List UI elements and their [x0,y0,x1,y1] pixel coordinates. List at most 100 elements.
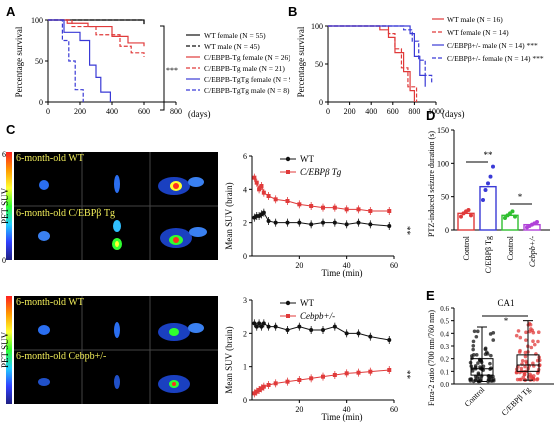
panel-c-bottom-point [285,379,290,384]
panel-c-bottom-point [387,368,392,372]
panel-c-top-point [261,190,266,195]
panel-c-top-legend-marker [285,156,291,162]
panel-e-point [491,378,496,383]
panel-c-bottom-point [332,373,337,377]
panel-d-category-label: Cebpb+/- [528,236,537,268]
panel-d-category-label: Control [462,235,471,260]
panel-label-e: E [426,288,435,303]
panel-a-significance-bracket [160,25,165,111]
panel-d-bar [479,185,497,231]
panel-e-point [529,345,534,350]
panel-c-top-point [266,219,271,223]
panel-e-point [479,358,484,363]
panel-e-ytick-label: 0.6 [440,305,449,313]
panel-c-bottom-point [259,386,264,391]
panel-c-bottom-point [356,370,361,375]
panel-e-point [528,372,532,377]
panel-c-top-point [356,207,361,212]
panel-b-ytick-label: 100 [311,22,323,31]
panel-b-legend-label: C/EBPβ+/- female (N = 14) *** [447,54,544,63]
panel-a-significance: *** [166,66,178,75]
panel-e-point [529,327,533,331]
panel-e-point [531,361,535,366]
panel-b-series-line [328,25,418,102]
panel-d-bar [501,214,519,231]
panel-e-point [471,379,476,384]
panel-a-ytick-label: 0 [39,98,43,107]
panel-c-top-ytick-label: 2 [243,219,247,228]
panel-e-point [524,330,528,335]
panel-e-point [531,339,535,344]
panel-a-xtick-label: 600 [138,107,150,116]
panel-b-ytick-label: 0 [319,98,323,107]
panel-e-point [488,361,492,366]
panel-a-xtick-label: 0 [46,107,50,116]
panel-c-top-point [285,220,290,225]
panel-c-top-point [387,209,392,213]
panel-c-bottom-point [344,331,349,336]
panel-a-series-line [48,19,145,57]
panel-b-legend-label: C/EBPβ+/- male (N = 14) *** [447,41,538,50]
panel-c-top-point [297,202,302,207]
panel-e-point [474,334,479,339]
panel-c-bottom-ytick-label: 3 [243,296,247,305]
panel-a-xunit: (days) [188,109,211,119]
panel-c-bottom-point [254,389,259,394]
panel-c-top-point [332,205,337,210]
panel-c-top-point [254,180,259,185]
panel-a-legend-label: WT female (N = 55) [204,31,266,40]
panel-c-top-xtick-label: 40 [343,261,351,270]
panel-a-series-line [48,19,84,102]
panel-c-bottom-xtick-label: 20 [295,405,303,414]
panel-c-bottom-chart: 0 1 2 3 20 40 60 Mean SUV (brain) Time (min) *… [224,296,412,422]
panel-e-point [472,329,477,334]
panel-d-point [481,198,485,202]
panel-c-bottom-legend-label: WT [300,298,314,308]
panel-a-ytick-label: 100 [31,16,43,25]
panel-c-bottom-point [261,384,266,389]
panel-e-chart: 0.0 0.1 0.2 0.3 0.4 0.5 0.6 Control C/EBPβ Tg CA… [427,298,554,418]
panel-e-point [468,377,472,382]
panel-d-ytick-label: 100 [437,159,449,168]
panel-a-xtick-label: 200 [74,107,86,116]
panel-a-legend-label: C/EBPB-TgTg male (N = 8) [204,86,290,95]
panel-e-point [523,354,528,359]
panel-e-point [471,347,475,352]
panel-d-significance-2: * [518,192,523,202]
panel-e-point [523,350,528,355]
panel-c-top-ylabel: Mean SUV (brain) [224,182,234,249]
panel-c-top-point [309,222,314,227]
panel-c-bottom-point [309,328,314,332]
pet-image-block-bottom [14,296,218,404]
panel-e-point [535,371,540,375]
panel-e-point [536,330,541,335]
panel-c-bottom-point [257,388,262,392]
panel-c-bottom-point [254,324,259,329]
panel-c-bottom-point [261,321,266,326]
panel-c-bottom-point [252,391,257,396]
panel-e-point [475,329,480,334]
panel-c-top-point [261,210,266,215]
panel-c-top-xlabel: Time (min) [322,268,363,278]
panel-c-top-legend-label: WT [300,154,314,164]
panel-d-point [491,164,495,169]
panel-c-bottom-point [266,383,271,387]
panel-c-bottom-point [321,328,325,332]
panel-d-chart: 0 50 100 150 Control C/EBPβ Tg Control Cebpb+/-… [427,126,550,273]
panel-a-series-line [48,19,111,102]
pet-colorscale-top [6,152,12,260]
panel-e-ytick-label: 0.1 [440,368,449,376]
panel-e-box [516,354,540,372]
panel-c-top-point [273,220,278,225]
panel-a-legend-label: C/EBPB-Tg male (N = 21) [204,64,285,73]
panel-c-bottom-point [273,324,278,329]
panel-e-point [536,339,540,344]
panel-e-point [535,377,540,381]
panel-c-bottom-point [344,371,349,376]
panel-c-top-point [252,175,257,180]
panel-c-top-point [344,207,349,212]
panel-a-ylabel: Percentage survival [14,26,24,97]
panel-b-xtick-label: 400 [365,107,377,116]
panel-c-bottom-ylabel: Mean SUV (brain) [224,326,234,393]
panel-label-d: D [426,108,436,123]
